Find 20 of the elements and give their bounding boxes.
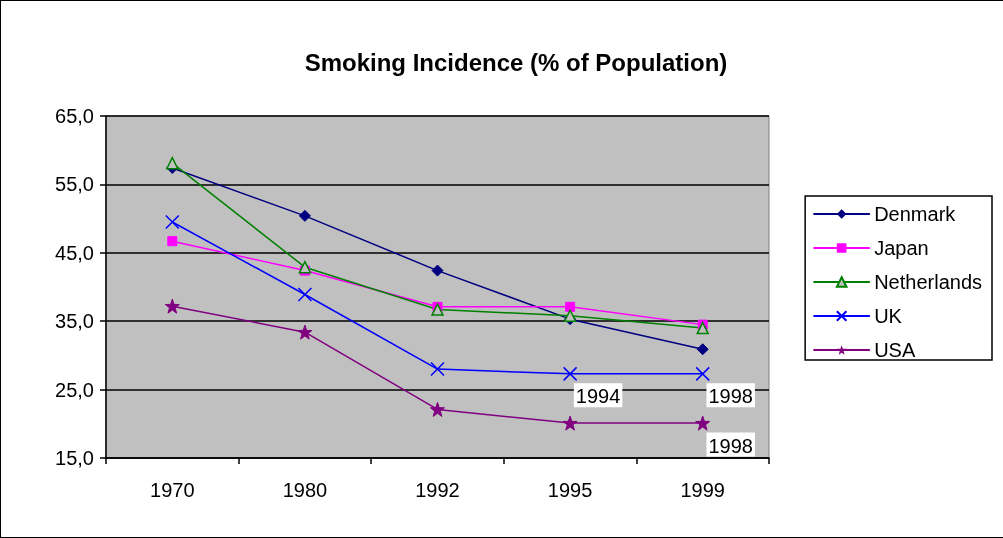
annotation: 1998 <box>708 385 753 408</box>
y-tick-label: 35,0 <box>55 310 94 333</box>
legend-label: UK <box>874 305 903 327</box>
x-tick-label: 1992 <box>415 479 460 501</box>
chart-title: Smoking Incidence (% of Population) <box>304 48 728 76</box>
x-tick-label: 1980 <box>282 479 328 501</box>
y-tick-label: 25,0 <box>55 378 94 401</box>
annotation: 1994 <box>575 385 621 408</box>
x-tick-label: 1999 <box>680 479 725 501</box>
legend-label: Japan <box>874 237 929 259</box>
legend-label: Netherlands <box>874 271 982 293</box>
y-tick-label: 55,0 <box>55 173 94 196</box>
legend-label: USA <box>874 339 916 361</box>
annotation: 1998 <box>708 434 753 457</box>
y-tick-label: 65,0 <box>55 105 94 127</box>
legend-label: Denmark <box>874 203 957 225</box>
x-tick-label: 1995 <box>547 479 593 501</box>
x-tick-label: 1970 <box>150 479 195 501</box>
y-tick-label: 15,0 <box>55 447 94 469</box>
y-tick-label: 45,0 <box>55 241 94 264</box>
